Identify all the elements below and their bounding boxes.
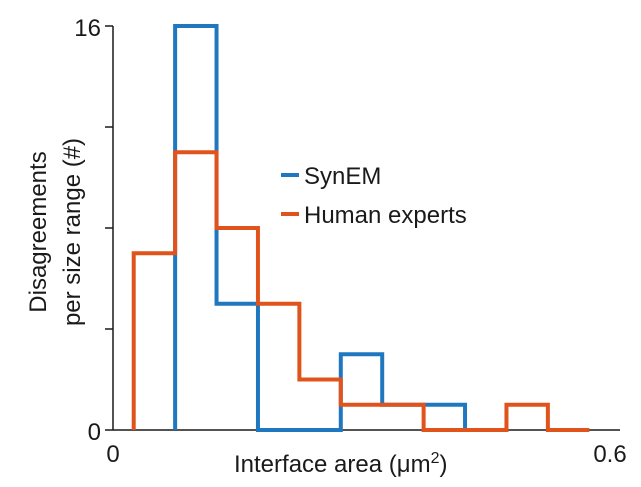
y-tick-label-top: 16 bbox=[74, 15, 101, 42]
y-tick-label-bottom: 0 bbox=[88, 419, 101, 446]
x-axis-title-main: Interface area (μm bbox=[234, 451, 431, 478]
legend-label-synem: SynEM bbox=[304, 163, 381, 190]
legend: SynEM Human experts bbox=[281, 163, 467, 229]
x-axis-title: Interface area (μm2) bbox=[234, 450, 447, 478]
series-human-experts-outline bbox=[131, 150, 590, 432]
y-ticks bbox=[105, 25, 113, 431]
y-axis-title-line2: per size range (#) bbox=[59, 138, 86, 326]
x-axis-title-suffix: ) bbox=[439, 451, 447, 478]
legend-label-human-experts: Human experts bbox=[304, 202, 467, 229]
y-axis-title: Disagreements per size range (#) bbox=[25, 138, 86, 326]
x-tick-label-left: 0 bbox=[106, 441, 119, 468]
series-layer bbox=[131, 24, 590, 432]
x-tick-label-right: 0.6 bbox=[593, 441, 626, 468]
y-axis-title-line1: Disagreements bbox=[25, 151, 52, 312]
x-axis-title-superscript: 2 bbox=[431, 450, 440, 467]
y-axis bbox=[105, 25, 114, 431]
series-synem-outline bbox=[173, 24, 507, 432]
